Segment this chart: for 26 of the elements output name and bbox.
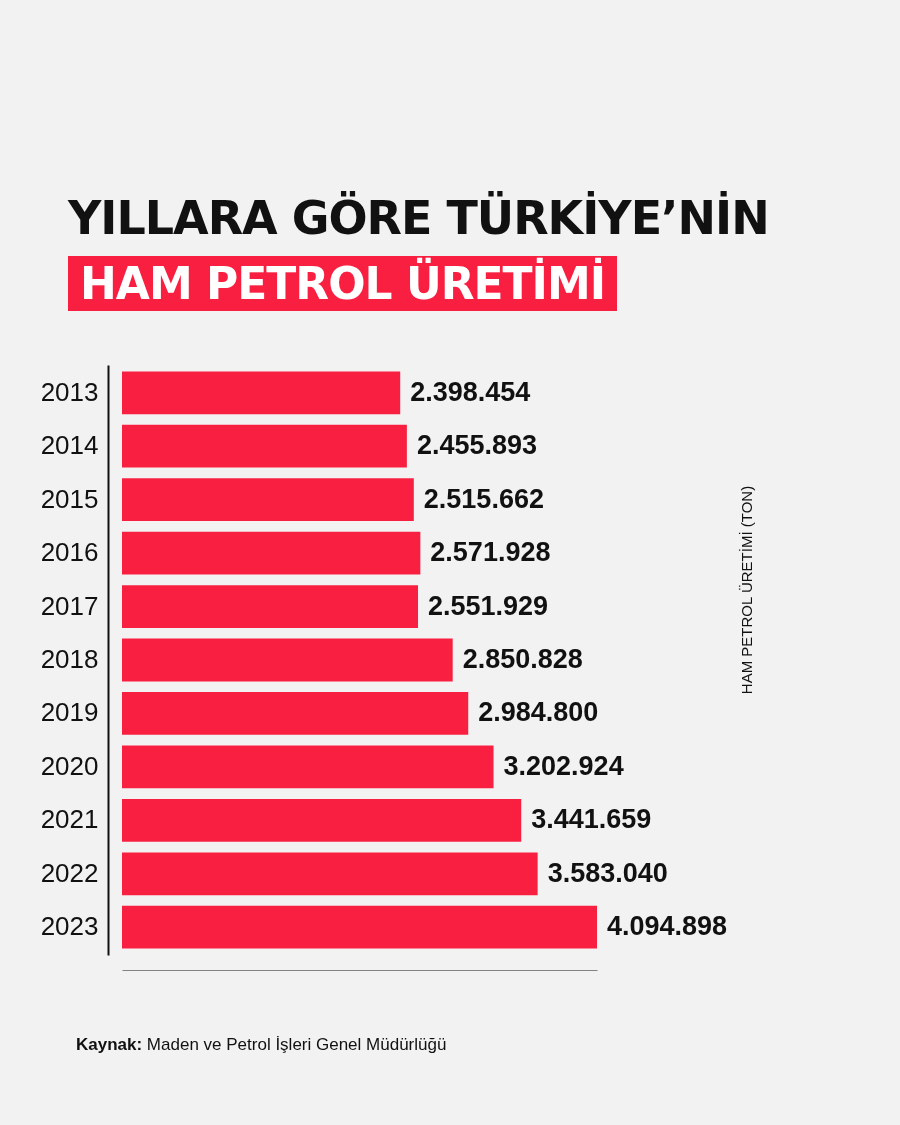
chart-subtitle: HAM PETROL ÜRETİMİ (68, 256, 618, 311)
y-tick-label: 2016 (40, 537, 99, 568)
y-tick-label: 2022 (40, 857, 99, 888)
y-tick-label: 2013 (40, 376, 99, 407)
y-tick-label: 2020 (40, 750, 99, 781)
chart-title: YILLARA GÖRE TÜRKİYE’NİN (68, 190, 769, 247)
y-tick-label: 2018 (40, 644, 99, 674)
data-label: 4.094.898 (607, 911, 728, 942)
data-label: 2.455.893 (416, 430, 537, 461)
data-label: 2.571.928 (430, 537, 551, 568)
y-tick-label: 2023 (40, 911, 99, 942)
data-label: 2.551.929 (428, 590, 549, 621)
text: HAM PETROL ÜRETİMİ (TON) (738, 485, 755, 695)
text: Kaynak: Maden ve Petrol İşleri Genel Müdürlüğü (76, 1035, 447, 1055)
y-tick-label: 2014 (40, 430, 99, 461)
data-label: 2.515.662 (423, 483, 544, 514)
y-tick-label: 2017 (40, 590, 99, 621)
data-label: 2.850.828 (462, 644, 583, 674)
data-label: 3.583.040 (547, 857, 668, 888)
data-label: 2.984.800 (478, 697, 599, 728)
y-tick-label: 2021 (40, 804, 99, 835)
data-label: 2.398.454 (410, 376, 531, 407)
data-label: 3.202.924 (503, 750, 624, 781)
data-label: 3.441.659 (531, 804, 652, 835)
y-tick-label: 2019 (40, 697, 99, 728)
y-tick-label: 2015 (40, 483, 99, 514)
